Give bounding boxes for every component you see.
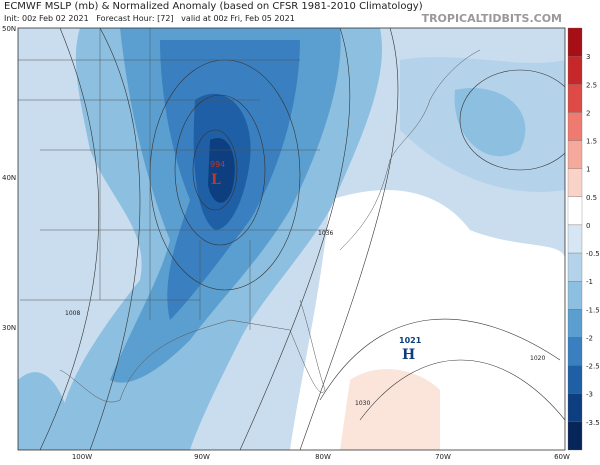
- colorbar-label: 0.5: [586, 194, 597, 202]
- low-pressure: 994: [210, 160, 225, 169]
- colorbar-label: 0: [586, 222, 590, 230]
- colorbar-swatch: [567, 55, 583, 85]
- colorbar-swatch: [567, 84, 583, 113]
- colorbar-label: -0.5: [586, 250, 600, 258]
- colorbar-label: -2.5: [586, 363, 600, 371]
- colorbar-swatch: [567, 140, 583, 169]
- lat-label: 50N: [2, 25, 16, 33]
- isobar-label: 1008: [65, 310, 80, 317]
- title: ECMWF MSLP (mb) & Normalized Anomaly (ba…: [4, 1, 423, 12]
- colorbar-swatch: [567, 309, 583, 338]
- isobar-label: 1020: [530, 355, 545, 362]
- source: TROPICALTIDBITS.COM: [422, 12, 562, 25]
- colorbar-label: 2: [586, 109, 590, 117]
- colorbar-label: 3: [586, 53, 590, 61]
- colorbar-swatch: [567, 365, 583, 394]
- colorbar: 3 2.5 2 1.5 1 0.5 0 -0.5 -1 -1.5 -2 -2.5 -3 -3.5: [567, 27, 600, 451]
- colorbar-swatch: [567, 224, 583, 254]
- isobar-label: 1030: [355, 400, 370, 407]
- lon-label: 80W: [315, 453, 331, 461]
- colorbar-swatch: [567, 27, 583, 57]
- colorbar-label: -1: [586, 278, 593, 286]
- lon-label: 70W: [435, 453, 451, 461]
- isobar-label: 1036: [318, 230, 333, 237]
- colorbar-label: -3.5: [586, 419, 600, 427]
- lon-label: 60W: [554, 453, 570, 461]
- colorbar-swatch: [567, 168, 583, 197]
- lat-label: 30N: [2, 324, 16, 332]
- colorbar-swatch: [567, 112, 583, 141]
- subtitle: Init: 00z Feb 02 2021 Forecast Hour: [72…: [4, 14, 295, 23]
- colorbar-label: 1.5: [586, 138, 597, 146]
- colorbar-swatch: [567, 421, 583, 451]
- colorbar-swatch: [567, 337, 583, 366]
- map-area: 994 L 1021 H 1036 1020 1030 1008 50N 40N…: [2, 25, 570, 461]
- high-pressure: 1021: [399, 336, 422, 345]
- low-symbol: L: [211, 172, 221, 188]
- colorbar-swatch: [567, 393, 583, 423]
- colorbar-label: -3: [586, 391, 593, 399]
- colorbar-swatch: [567, 281, 583, 310]
- colorbar-swatch: [567, 252, 583, 282]
- lon-label: 100W: [72, 453, 92, 461]
- lat-label: 40N: [2, 174, 16, 182]
- colorbar-label: -2: [586, 334, 593, 342]
- colorbar-label: 2.5: [586, 81, 597, 89]
- lon-label: 90W: [194, 453, 210, 461]
- high-symbol: H: [402, 347, 415, 363]
- colorbar-label: -1.5: [586, 306, 600, 314]
- colorbar-label: 1: [586, 166, 590, 174]
- colorbar-swatch: [567, 196, 583, 226]
